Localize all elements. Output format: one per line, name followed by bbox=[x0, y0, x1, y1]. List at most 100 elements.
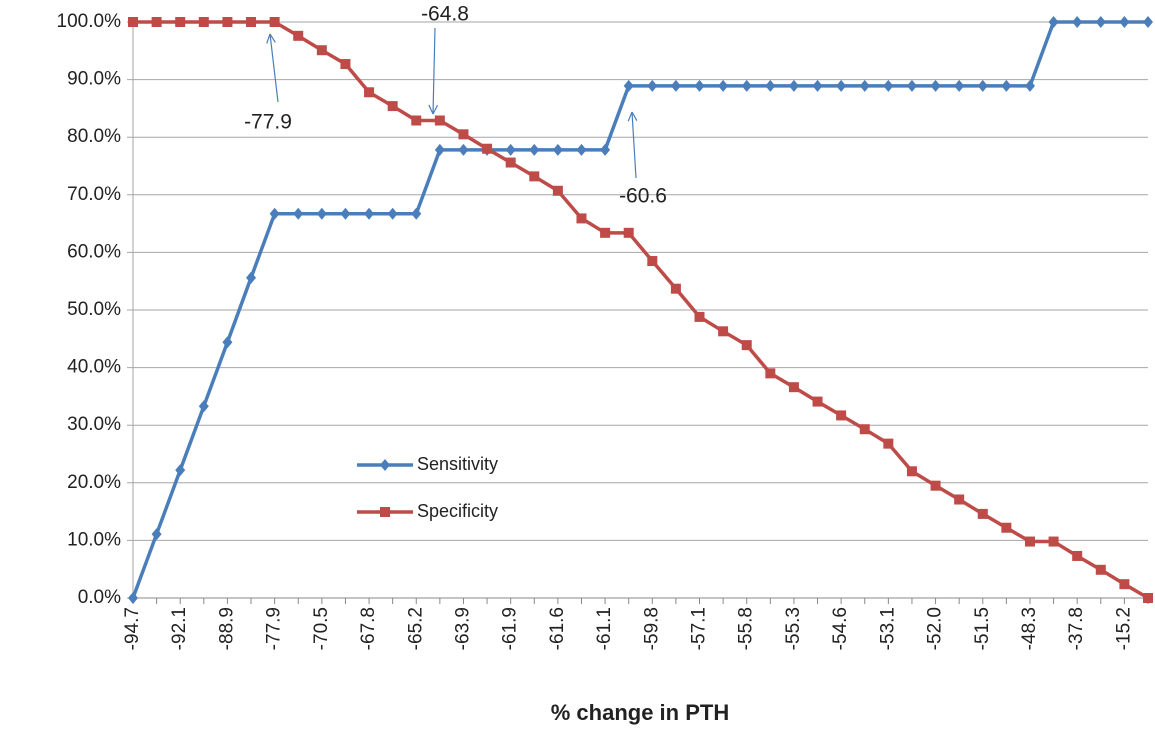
marker bbox=[175, 464, 186, 477]
marker bbox=[175, 17, 186, 27]
x-tick-label: -61.6 bbox=[547, 607, 568, 650]
marker bbox=[1143, 593, 1153, 603]
marker bbox=[246, 17, 257, 27]
x-tick-label: -59.8 bbox=[641, 607, 662, 650]
marker bbox=[954, 494, 965, 505]
marker bbox=[529, 143, 540, 156]
marker bbox=[458, 129, 469, 140]
x-tick-label: -54.6 bbox=[830, 607, 851, 650]
marker bbox=[387, 101, 398, 112]
marker bbox=[576, 213, 587, 224]
marker bbox=[623, 227, 634, 238]
annotation-arrowhead bbox=[428, 104, 434, 115]
annotation-arrow bbox=[432, 27, 436, 115]
x-tick-label: -65.2 bbox=[405, 607, 426, 650]
x-tick-label: -52.0 bbox=[925, 607, 946, 650]
marker bbox=[812, 396, 823, 407]
annotation-arrowhead bbox=[269, 33, 276, 43]
marker bbox=[434, 115, 445, 126]
annotation-arrowhead bbox=[266, 33, 271, 44]
marker bbox=[647, 256, 658, 267]
marker bbox=[411, 115, 422, 126]
y-tick-label: 70.0% bbox=[67, 184, 121, 205]
annotation-arrowhead bbox=[432, 104, 439, 115]
marker bbox=[576, 143, 587, 156]
y-tick-label: 50.0% bbox=[67, 299, 121, 320]
x-tick-label: -63.9 bbox=[452, 607, 473, 650]
legend-label: Sensitivity bbox=[417, 454, 498, 474]
marker bbox=[977, 79, 988, 92]
y-tick-label: 80.0% bbox=[67, 126, 121, 147]
x-tick-label: -92.1 bbox=[169, 607, 190, 650]
x-tick-label: -57.1 bbox=[689, 607, 710, 650]
marker bbox=[1095, 16, 1106, 28]
marker bbox=[552, 143, 563, 156]
x-tick-label: -55.3 bbox=[783, 607, 804, 650]
marker bbox=[930, 79, 941, 92]
x-tick-label: -61.9 bbox=[500, 607, 521, 650]
y-tick-label: 40.0% bbox=[67, 357, 121, 378]
marker bbox=[930, 480, 941, 491]
marker bbox=[1048, 16, 1059, 28]
x-tick-label: -61.1 bbox=[594, 607, 615, 650]
marker bbox=[977, 508, 988, 519]
marker bbox=[1119, 579, 1130, 590]
marker bbox=[906, 79, 917, 92]
annotation-arrow bbox=[631, 111, 637, 179]
marker bbox=[364, 207, 375, 220]
annotation-arrowhead bbox=[631, 111, 638, 122]
marker bbox=[269, 207, 280, 220]
marker bbox=[836, 410, 847, 421]
marker bbox=[1072, 550, 1083, 561]
marker bbox=[1024, 79, 1035, 92]
x-tick-label: -53.1 bbox=[877, 607, 898, 650]
marker bbox=[836, 79, 847, 92]
marker bbox=[482, 143, 493, 154]
marker bbox=[1024, 536, 1035, 547]
annotation-arrowhead bbox=[627, 111, 633, 122]
marker bbox=[364, 87, 375, 98]
y-tick-label: 20.0% bbox=[67, 472, 121, 493]
x-tick-label: -67.8 bbox=[358, 607, 379, 650]
marker bbox=[293, 30, 304, 41]
marker bbox=[380, 507, 390, 517]
marker bbox=[380, 459, 390, 471]
series bbox=[128, 17, 1153, 603]
marker bbox=[505, 143, 516, 156]
y-tick-label: 100.0% bbox=[57, 11, 122, 32]
marker bbox=[883, 438, 894, 449]
x-tick-label: -15.2 bbox=[1113, 607, 1134, 650]
marker bbox=[1143, 16, 1153, 28]
marker bbox=[1048, 536, 1059, 547]
y-tick-label: 90.0% bbox=[67, 69, 121, 90]
x-tick-label: -94.7 bbox=[122, 607, 143, 650]
x-tick-label: -77.9 bbox=[264, 607, 285, 650]
marker bbox=[529, 171, 540, 182]
y-tick-label: 30.0% bbox=[67, 414, 121, 435]
marker bbox=[1001, 79, 1012, 92]
marker bbox=[741, 79, 752, 92]
marker bbox=[246, 271, 257, 284]
marker bbox=[1001, 522, 1012, 533]
marker bbox=[694, 79, 705, 92]
marker bbox=[151, 528, 162, 541]
annotation: -77.9 bbox=[244, 111, 292, 134]
marker bbox=[552, 185, 563, 196]
marker bbox=[1072, 16, 1083, 28]
marker bbox=[954, 79, 965, 92]
marker bbox=[600, 143, 611, 156]
marker bbox=[316, 45, 327, 56]
marker bbox=[128, 592, 138, 604]
marker bbox=[788, 79, 799, 92]
x-tick-label: -55.8 bbox=[736, 607, 757, 650]
marker bbox=[670, 79, 681, 92]
marker bbox=[788, 382, 799, 393]
x-axis-title: % change in PTH bbox=[551, 700, 729, 725]
marker bbox=[340, 59, 351, 70]
marker bbox=[623, 79, 634, 92]
marker bbox=[198, 400, 209, 413]
legend-label: Specificity bbox=[417, 501, 498, 521]
x-tick-label: -70.5 bbox=[311, 607, 332, 650]
x-tick-label: -51.5 bbox=[972, 607, 993, 650]
